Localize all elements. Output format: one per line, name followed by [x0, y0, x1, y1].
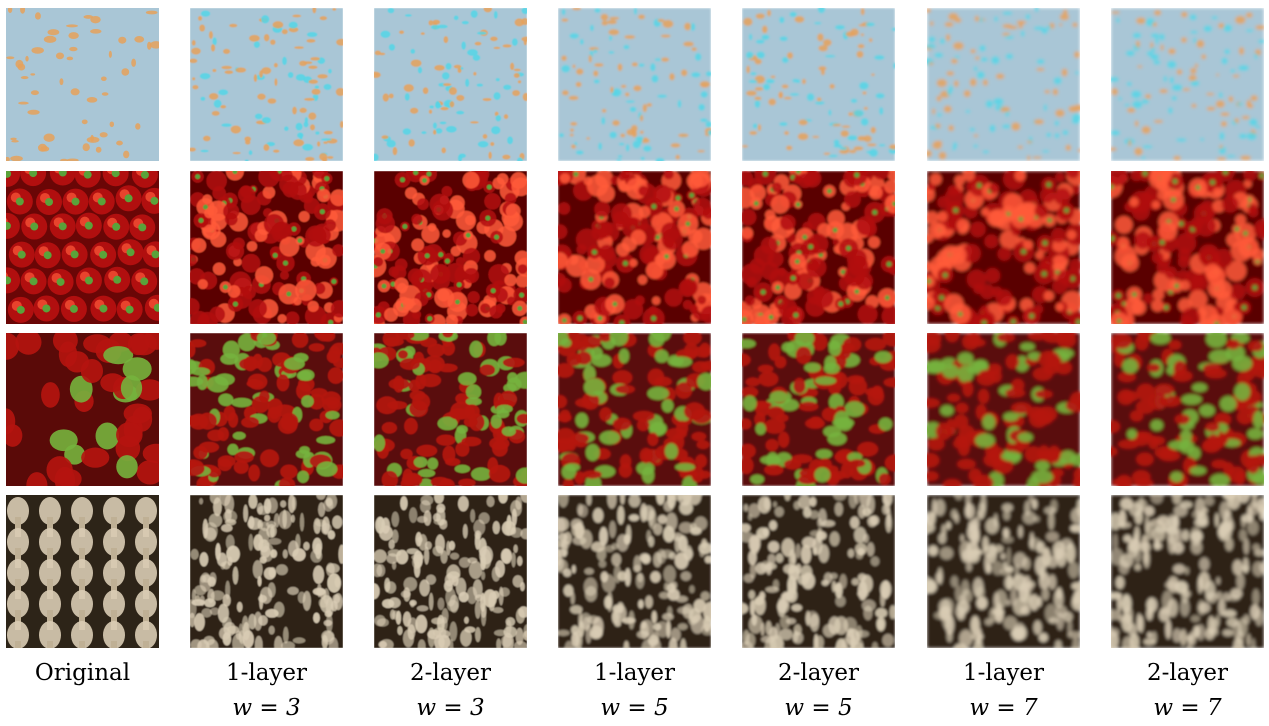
caption-param: w = 5: [600, 695, 669, 721]
texture-4-image: [190, 495, 343, 648]
texture-2-image: [558, 171, 711, 324]
texture-4-image: [374, 495, 527, 648]
texture-3-image: [190, 333, 343, 486]
texture-4-image: [927, 495, 1080, 648]
texture-3-image: [374, 333, 527, 486]
texture-4-image: [558, 495, 711, 648]
caption-param: w = 3: [416, 695, 485, 721]
caption-title: 1-layer: [593, 660, 676, 686]
caption-title: 1-layer: [962, 660, 1045, 686]
caption-param: w = 7: [969, 695, 1038, 721]
texture-1-image: [927, 8, 1080, 161]
caption-title: 2-layer: [777, 660, 860, 686]
texture-2-image: [1111, 171, 1264, 324]
caption-col-7: 2-layer w = 7: [1111, 656, 1264, 726]
caption-col-2: 1-layer w = 3: [190, 656, 343, 726]
caption-col-6: 1-layer w = 7: [927, 656, 1080, 726]
caption-title: Original: [34, 660, 131, 686]
texture-2-image: [927, 171, 1080, 324]
texture-3-image: [6, 333, 159, 486]
texture-2-image: [742, 171, 895, 324]
caption-param: w = 5: [784, 695, 853, 721]
texture-4-image: [742, 495, 895, 648]
texture-2-image: [6, 171, 159, 324]
caption-title: 2-layer: [409, 660, 492, 686]
texture-1-image: [374, 8, 527, 161]
caption-col-5: 2-layer w = 5: [742, 656, 895, 726]
texture-1-image: [1111, 8, 1264, 161]
texture-3-image: [742, 333, 895, 486]
texture-2-image: [190, 171, 343, 324]
caption-col-1: Original: [6, 656, 159, 691]
texture-2-image: [374, 171, 527, 324]
texture-1-image: [6, 8, 159, 161]
texture-3-image: [927, 333, 1080, 486]
texture-1-image: [558, 8, 711, 161]
texture-4-image: [6, 495, 159, 648]
caption-title: 1-layer: [225, 660, 308, 686]
texture-3-image: [1111, 333, 1264, 486]
texture-3-image: [558, 333, 711, 486]
texture-4-image: [1111, 495, 1264, 648]
caption-col-3: 2-layer w = 3: [374, 656, 527, 726]
caption-title: 2-layer: [1146, 660, 1229, 686]
caption-param: w = 3: [232, 695, 301, 721]
figure-grid: [6, 8, 1264, 650]
caption-col-4: 1-layer w = 5: [558, 656, 711, 726]
caption-param: w = 7: [1153, 695, 1222, 721]
texture-1-image: [742, 8, 895, 161]
texture-1-image: [190, 8, 343, 161]
